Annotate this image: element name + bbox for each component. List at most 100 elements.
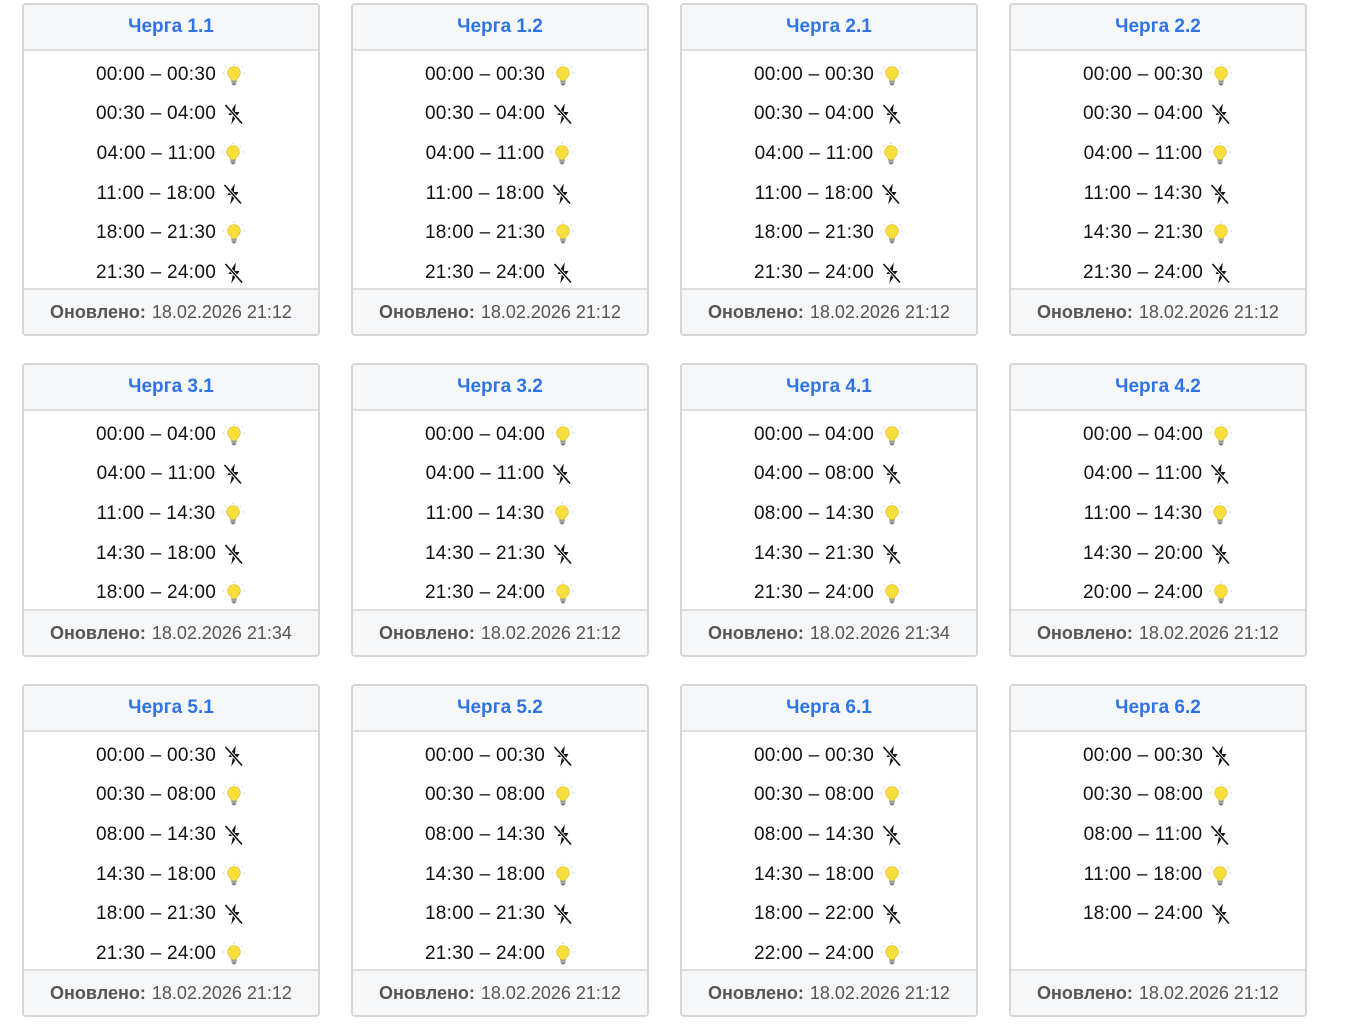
time-range: 00:00 – 00:30 bbox=[95, 744, 217, 766]
time-range: 22:00 – 24:00 bbox=[753, 942, 875, 964]
updated-label: Оновлено: bbox=[50, 982, 146, 1003]
time-range: 00:30 – 04:00 bbox=[424, 103, 546, 125]
updated-footer: Оновлено: 18.02.2026 21:12 bbox=[353, 609, 647, 655]
schedule-row: 00:30 – 08:00 bbox=[682, 776, 976, 816]
schedule-row: 00:00 – 00:30 bbox=[353, 55, 647, 95]
queue-title-label[interactable]: Черга 6.1 bbox=[786, 697, 872, 718]
schedule-row: 04:00 – 08:00 bbox=[682, 455, 976, 495]
lightbulb-icon bbox=[550, 502, 574, 526]
queue-title[interactable]: Черга 4.2 bbox=[1011, 365, 1305, 411]
schedule-list: 00:00 – 04:00 04:00 – 11:00 11:00 – 14:3… bbox=[353, 411, 647, 613]
schedule-list: 00:00 – 04:00 04:00 – 08:00 08:00 – 14:3… bbox=[682, 411, 976, 613]
schedule-row: 04:00 – 11:00 bbox=[682, 134, 976, 174]
schedule-row: 00:30 – 04:00 bbox=[353, 95, 647, 135]
queue-title-label[interactable]: Черга 2.1 bbox=[786, 16, 872, 37]
queue-title[interactable]: Черга 2.1 bbox=[682, 5, 976, 51]
queue-title-label[interactable]: Черга 3.2 bbox=[457, 376, 543, 397]
no-power-icon bbox=[222, 823, 246, 847]
time-range: 11:00 – 14:30 bbox=[1083, 182, 1203, 204]
time-range: 00:30 – 04:00 bbox=[95, 103, 217, 125]
queue-title[interactable]: Черга 2.2 bbox=[1011, 5, 1305, 51]
updated-label: Оновлено: bbox=[708, 301, 804, 322]
lightbulb-icon bbox=[222, 581, 246, 605]
no-power-icon bbox=[880, 744, 904, 768]
schedule-row: 00:30 – 08:00 bbox=[24, 776, 318, 816]
schedule-row: 14:30 – 21:30 bbox=[682, 534, 976, 574]
time-range: 14:30 – 18:00 bbox=[95, 863, 217, 885]
time-range: 00:30 – 08:00 bbox=[1082, 784, 1204, 806]
queue-title-label[interactable]: Черга 4.1 bbox=[786, 376, 872, 397]
lightbulb-icon bbox=[880, 502, 904, 526]
queue-card: Черга 5.2 00:00 – 00:30 00:30 – 08:00 08… bbox=[351, 684, 649, 1017]
updated-timestamp: 18.02.2026 21:12 bbox=[151, 982, 292, 1003]
queue-title[interactable]: Черга 3.2 bbox=[353, 365, 647, 411]
queue-title[interactable]: Черга 6.1 bbox=[682, 686, 976, 732]
schedule-row: 11:00 – 18:00 bbox=[24, 174, 318, 214]
queue-card: Черга 2.1 00:00 – 00:30 00:30 – 04:00 04… bbox=[680, 3, 978, 336]
lightbulb-icon bbox=[1209, 221, 1233, 245]
schedule-row: 11:00 – 18:00 bbox=[1011, 855, 1305, 895]
queue-title-label[interactable]: Черга 3.1 bbox=[128, 376, 214, 397]
time-range: 21:30 – 24:00 bbox=[753, 582, 875, 604]
queue-title[interactable]: Черга 3.1 bbox=[24, 365, 318, 411]
no-power-icon bbox=[551, 542, 575, 566]
queue-card: Черга 1.1 00:00 – 00:30 00:30 – 04:00 04… bbox=[22, 3, 320, 336]
updated-timestamp: 18.02.2026 21:12 bbox=[480, 982, 621, 1003]
queue-title-label[interactable]: Черга 6.2 bbox=[1115, 697, 1201, 718]
no-power-icon bbox=[222, 902, 246, 926]
queue-title-label[interactable]: Черга 2.2 bbox=[1115, 16, 1201, 37]
queue-title[interactable]: Черга 6.2 bbox=[1011, 686, 1305, 732]
time-range: 14:30 – 18:00 bbox=[753, 863, 875, 885]
time-range: 00:30 – 08:00 bbox=[424, 784, 546, 806]
queue-title[interactable]: Черга 1.2 bbox=[353, 5, 647, 51]
queue-title[interactable]: Черга 4.1 bbox=[682, 365, 976, 411]
no-power-icon bbox=[1209, 902, 1233, 926]
schedule-row: 04:00 – 11:00 bbox=[1011, 134, 1305, 174]
no-power-icon bbox=[1208, 182, 1232, 206]
updated-timestamp: 18.02.2026 21:12 bbox=[1138, 622, 1279, 643]
queue-title[interactable]: Черга 1.1 bbox=[24, 5, 318, 51]
schedule-row: 08:00 – 14:30 bbox=[682, 494, 976, 534]
time-range: 00:00 – 04:00 bbox=[753, 423, 875, 445]
schedule-row: 08:00 – 14:30 bbox=[682, 815, 976, 855]
schedule-row: 21:30 – 24:00 bbox=[24, 253, 318, 293]
schedule-row: 14:30 – 18:00 bbox=[24, 534, 318, 574]
updated-label: Оновлено: bbox=[50, 301, 146, 322]
lightbulb-icon bbox=[222, 942, 246, 966]
queue-title-label[interactable]: Черга 4.2 bbox=[1115, 376, 1201, 397]
time-range: 21:30 – 24:00 bbox=[424, 942, 546, 964]
queue-card: Черга 4.2 00:00 – 04:00 04:00 – 11:00 11… bbox=[1009, 363, 1307, 657]
time-range: 00:00 – 00:30 bbox=[424, 744, 546, 766]
schedule-row: 08:00 – 11:00 bbox=[1011, 815, 1305, 855]
queue-title-label[interactable]: Черга 1.2 bbox=[457, 16, 543, 37]
time-range: 04:00 – 11:00 bbox=[1083, 463, 1203, 485]
time-range: 04:00 – 11:00 bbox=[96, 463, 216, 485]
queue-title[interactable]: Черга 5.2 bbox=[353, 686, 647, 732]
time-range: 11:00 – 18:00 bbox=[1083, 863, 1203, 885]
time-range: 04:00 – 11:00 bbox=[96, 142, 216, 164]
queue-card: Черга 3.1 00:00 – 04:00 04:00 – 11:00 11… bbox=[22, 363, 320, 657]
schedule-row: 18:00 – 21:30 bbox=[353, 894, 647, 934]
no-power-icon bbox=[1209, 261, 1233, 285]
time-range: 14:30 – 21:30 bbox=[753, 542, 875, 564]
schedule-list: 00:00 – 00:30 00:30 – 08:00 08:00 – 11:0… bbox=[1011, 732, 1305, 934]
no-power-icon bbox=[1209, 542, 1233, 566]
schedule-row: 21:30 – 24:00 bbox=[682, 253, 976, 293]
time-range: 18:00 – 24:00 bbox=[95, 582, 217, 604]
queue-title-label[interactable]: Черга 5.1 bbox=[128, 697, 214, 718]
schedule-list: 00:00 – 00:30 00:30 – 04:00 04:00 – 11:0… bbox=[353, 51, 647, 293]
schedule-row: 21:30 – 24:00 bbox=[24, 934, 318, 974]
lightbulb-icon bbox=[221, 502, 245, 526]
time-range: 00:00 – 00:30 bbox=[753, 744, 875, 766]
schedule-row: 14:30 – 18:00 bbox=[353, 855, 647, 895]
queue-title-label[interactable]: Черга 5.2 bbox=[457, 697, 543, 718]
queue-title-label[interactable]: Черга 1.1 bbox=[128, 16, 214, 37]
schedule-row: 00:00 – 00:30 bbox=[1011, 736, 1305, 776]
lightbulb-icon bbox=[551, 581, 575, 605]
lightbulb-icon bbox=[880, 863, 904, 887]
queue-title[interactable]: Черга 5.1 bbox=[24, 686, 318, 732]
time-range: 00:00 – 00:30 bbox=[1082, 63, 1204, 85]
lightbulb-icon bbox=[880, 942, 904, 966]
time-range: 00:00 – 00:30 bbox=[424, 63, 546, 85]
lightbulb-icon bbox=[880, 63, 904, 87]
